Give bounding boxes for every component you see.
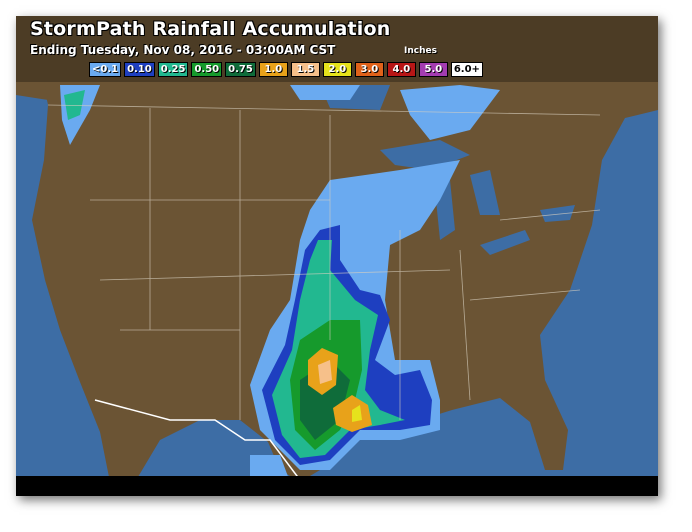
- legend-item: 3.0: [354, 62, 384, 77]
- legend-item: <0.1: [89, 62, 122, 77]
- great-lakes: [320, 85, 575, 255]
- map-valid-time: Ending Tuesday, Nov 08, 2016 - 03:00AM C…: [30, 43, 336, 57]
- rainfall-map-frame: StormPath Rainfall Accumulation Ending T…: [16, 16, 658, 496]
- legend-item: 1.5: [290, 62, 320, 77]
- map-header: StormPath Rainfall Accumulation Ending T…: [16, 16, 658, 82]
- legend-units: Inches: [404, 46, 437, 56]
- legend-item: 5.0: [418, 62, 448, 77]
- legend-item: 4.0: [386, 62, 416, 77]
- rainfall-legend: <0.1 0.10 0.25 0.50 0.75 1.0 1.5 2.0 3.0…: [89, 62, 483, 77]
- rainfall-area: [60, 85, 500, 482]
- legend-item: 0.75: [225, 62, 256, 77]
- legend-item: 2.0: [322, 62, 352, 77]
- mexico-border: [94, 399, 301, 481]
- legend-item: 0.10: [124, 62, 155, 77]
- state-borders: [47, 104, 601, 420]
- bottom-bar: [16, 476, 658, 496]
- legend-item: 0.25: [157, 62, 189, 77]
- legend-item: 0.50: [191, 62, 223, 77]
- canada-land-top: [16, 16, 48, 100]
- map-title: StormPath Rainfall Accumulation: [30, 18, 391, 40]
- legend-item: 1.0: [258, 62, 288, 77]
- legend-item: 6.0+: [450, 62, 483, 77]
- rainfall-map: [16, 16, 658, 496]
